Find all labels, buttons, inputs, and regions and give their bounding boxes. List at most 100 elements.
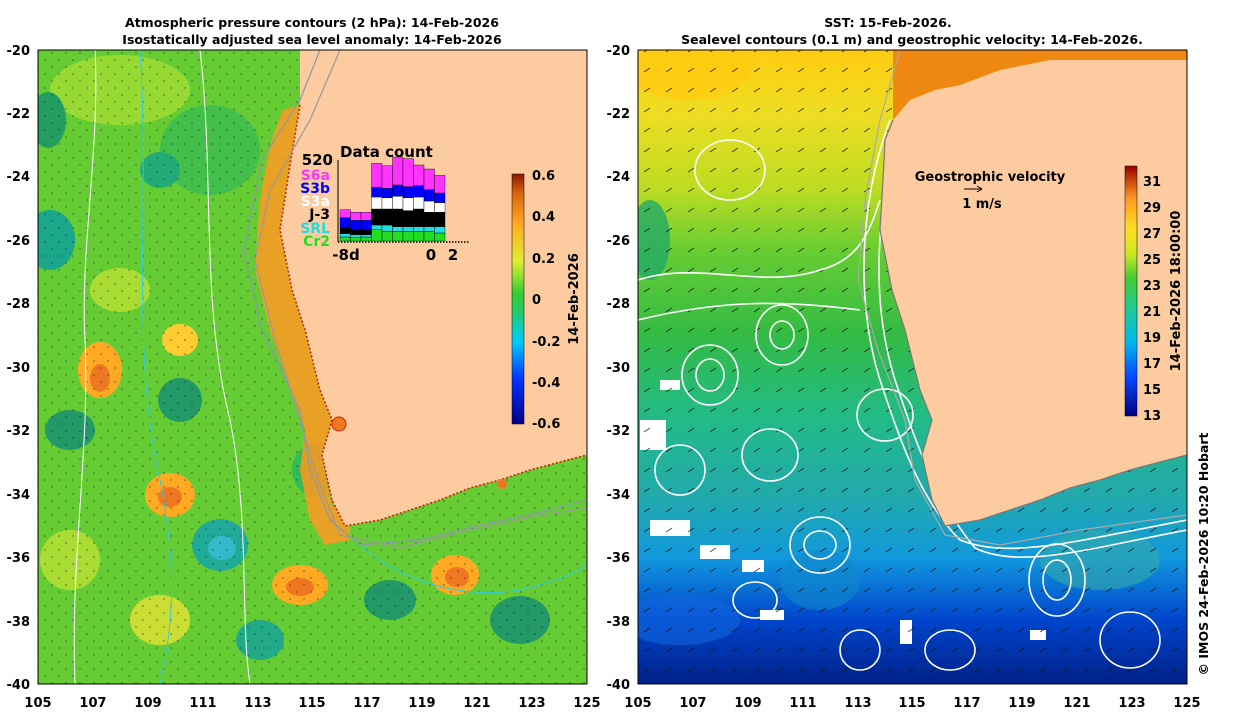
warm-coastal-sst-right [893,50,1187,120]
data-count-bar-segment [350,237,362,242]
bathymetry-contour-left-1 [243,50,587,546]
right-map-area[interactable] [620,40,1187,684]
sst-colorbar-tick: 29 [1143,201,1161,216]
data-count-bar-segment [392,226,404,232]
right-y-tick: -20 [607,44,631,59]
coastal-sla-band [255,105,350,545]
right-x-tick: 119 [1008,696,1035,711]
pressure-contour-left-4 [359,544,587,593]
data-count-bar-segment [350,219,362,230]
left-y-axis: -20 -22 -24 -26 -28 -30 -32 -34 -36 -38 … [7,44,31,693]
left-x-tick: 123 [518,696,545,711]
data-count-bar-segment [360,219,372,230]
left-x-tick: 109 [134,696,161,711]
data-count-bar-segment [402,210,414,227]
sea-level-contours [638,119,1187,671]
left-y-tick: -20 [7,44,31,59]
left-title-line1: Atmospheric pressure contours (2 hPa): 1… [125,15,499,30]
sla-colorbar-tick: -0.6 [532,417,560,432]
sst-colorbar-label: 14-Feb-2026 18:00:00 [1169,211,1184,372]
data-count-bar-segment [360,211,372,221]
data-count-title: Data count [340,143,433,161]
right-x-tick: 107 [679,696,706,711]
sla-colorbar-tick: 0 [532,293,541,308]
sla-colorbar-tick: 0.4 [532,210,555,225]
sla-colorbar: 0.6 0.4 0.2 0 -0.2 -0.4 -0.6 14-Feb-2026 [511,169,582,432]
mission-label-s6a: S6a [301,168,330,184]
sst-colorbar-tick: 19 [1143,331,1161,346]
sst-colorbar-tick: 25 [1143,253,1161,268]
shelf-contour-right [857,50,1187,546]
mission-label-s3a: S3a [301,194,330,210]
data-count-bar-segment [413,196,425,210]
data-count-bar-segment [339,236,351,242]
right-x-tick: 117 [953,696,980,711]
data-count-bar-segment [381,208,393,226]
mission-label-cr2: Cr2 [303,234,330,250]
left-y-tick: -24 [7,170,31,185]
sla-colorbar-tick: -0.2 [532,335,560,350]
left-map-area[interactable] [25,50,587,684]
imos-credit: © IMOS 24-Feb-2026 10:20 Hobart [1196,432,1211,675]
data-count-bar-segment [392,184,404,197]
australia-land-right [880,60,1187,526]
right-x-tick: 125 [1173,696,1200,711]
sst-colorbar-tick: 15 [1143,383,1161,398]
data-count-bar-segment [339,209,351,219]
data-count-bar-segment [381,187,393,198]
right-y-tick: -40 [607,678,631,693]
data-count-bar-segment [434,232,446,242]
right-x-tick: 121 [1063,696,1090,711]
data-count-bar-segment [434,211,446,227]
data-count-bar-segment [350,234,362,239]
left-x-tick: 113 [244,696,271,711]
data-count-bar-segment [413,208,425,227]
left-y-tick: -22 [7,107,31,122]
data-count-bars [339,156,446,242]
right-x-tick: 105 [624,696,651,711]
mission-label-j3: J-3 [308,207,330,223]
sst-colorbar-tick: 31 [1143,175,1161,190]
data-count-bar-segment [434,175,446,194]
data-count-bar-segment [413,226,425,232]
right-x-tick: 109 [734,696,761,711]
coastline-left [279,104,587,527]
data-count-bar-segment [392,231,404,242]
right-y-tick: -38 [607,615,631,630]
data-count-bar-segment [423,231,435,242]
sst-colorbar-tick: 13 [1143,409,1161,424]
data-count-bar-segment [423,226,435,232]
data-count-bar-segment [371,196,383,210]
sla-colorbar-tick: 0.2 [532,252,555,267]
right-y-tick: -30 [607,361,631,376]
data-count-bar-segment [392,195,404,210]
data-count-bar-segment [350,229,362,235]
data-count-bar-segment [402,158,414,187]
orange-island-marker [331,416,347,432]
data-count-bar-segment [381,231,393,242]
data-count-bar-segment [423,211,435,227]
data-count-bar-segment [381,224,393,232]
data-count-bar-segment [392,156,404,186]
right-x-tick: 115 [898,696,925,711]
right-x-tick: 113 [844,696,871,711]
data-count-bar-segment [360,229,372,235]
mission-legend: S6a S3b S3a J-3 SRL Cr2 [300,168,330,250]
pressure-contour-left-3 [199,50,251,684]
data-count-bar-segment [371,224,383,231]
left-x-tick: 117 [353,696,380,711]
australia-land-left [280,50,587,526]
right-map-frame [637,49,1188,685]
right-y-tick: -26 [607,234,631,249]
right-y-axis: -20 -22 -24 -26 -28 -30 -32 -34 -36 -38 … [607,44,631,693]
data-count-bar-segment [350,211,362,221]
sla-colorbar-tick: -0.4 [532,376,560,391]
data-count-bar-segment [371,229,383,242]
right-y-tick: -36 [607,551,631,566]
data-count-bar-segment [381,165,393,189]
left-y-tick: -36 [7,551,31,566]
right-panel: SST: 15-Feb-2026. Sealevel contours (0.1… [607,15,1201,711]
left-x-tick: 107 [79,696,106,711]
sst-colorbar-tick: 17 [1143,357,1161,372]
data-count-bar-segment [360,236,372,242]
